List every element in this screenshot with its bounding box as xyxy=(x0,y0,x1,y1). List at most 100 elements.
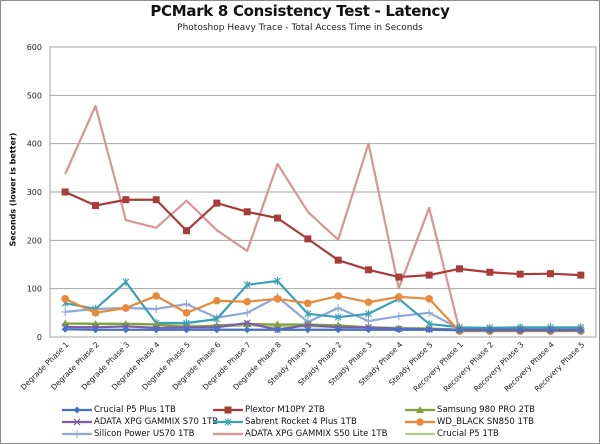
data-point xyxy=(152,304,161,313)
data-point xyxy=(334,256,342,264)
legend-label: WD_BLACK SN850 1TB xyxy=(437,417,534,427)
legend-swatch-icon xyxy=(62,418,92,426)
data-point xyxy=(243,208,251,216)
data-point xyxy=(61,307,70,316)
data-point xyxy=(183,326,190,334)
data-point xyxy=(243,319,251,327)
y-tick-label: 300 xyxy=(27,188,42,197)
legend: Crucial P5 Plus 1TB Plextor M10PY 2TB Sams… xyxy=(0,403,600,443)
legend-item: ADATA XPG GAMMIX S50 Lite 1TB xyxy=(213,428,387,440)
data-point xyxy=(122,304,130,312)
data-point xyxy=(304,299,312,307)
legend-label: Silicon Power US70 1TB xyxy=(94,429,195,439)
data-point xyxy=(243,280,251,289)
data-point xyxy=(516,270,524,278)
legend-swatch-icon xyxy=(62,430,92,438)
legend-item: Silicon Power US70 1TB xyxy=(62,428,194,440)
data-point xyxy=(334,313,342,322)
data-point xyxy=(425,295,433,303)
data-point xyxy=(425,271,433,279)
series-crucial-p5-plus-1tb xyxy=(61,325,585,334)
data-point xyxy=(122,196,130,204)
legend-swatch-icon xyxy=(62,406,92,414)
data-point xyxy=(122,277,130,286)
chart-subtitle: Photoshop Heavy Trace - Total Access Tim… xyxy=(177,23,423,33)
y-tick-label: 0 xyxy=(37,333,42,342)
data-point xyxy=(577,271,585,279)
data-point xyxy=(273,320,282,328)
y-tick-label: 400 xyxy=(27,140,42,149)
chart-title: PCMark 8 Consistency Test - Latency xyxy=(150,2,450,20)
legend-label: ADATA XPG GAMMIX S70 1TB xyxy=(94,417,219,427)
data-point xyxy=(182,309,191,317)
data-point xyxy=(547,270,554,278)
data-point xyxy=(416,418,424,426)
data-point xyxy=(73,430,81,438)
legend-item: WD_BLACK SN850 1TB xyxy=(405,416,534,428)
data-point xyxy=(152,196,160,204)
legend-item: Crucial P5 1TB xyxy=(405,428,499,440)
legend-label: Samsung 980 PRO 2TB xyxy=(437,405,535,415)
legend-label: Crucial P5 Plus 1TB xyxy=(94,405,176,415)
data-point xyxy=(334,292,342,300)
legend-swatch-icon xyxy=(213,432,243,436)
data-point xyxy=(274,326,281,334)
data-point xyxy=(243,326,251,334)
data-point xyxy=(182,300,191,309)
legend-item: Sabrent Rocket 4 Plus 1TB xyxy=(213,416,357,428)
legend-label: Crucial P5 1TB xyxy=(437,429,499,439)
data-point xyxy=(516,326,524,334)
legend-label: ADATA XPG GAMMIX S50 Lite 1TB xyxy=(245,429,388,439)
legend-item: Crucial P5 Plus 1TB xyxy=(62,404,176,416)
series-line xyxy=(64,104,581,332)
data-point xyxy=(456,265,463,273)
data-point xyxy=(486,268,494,276)
legend-swatch-icon xyxy=(405,418,435,426)
data-point xyxy=(61,295,69,303)
data-point xyxy=(213,199,221,207)
data-point xyxy=(304,326,312,334)
data-point xyxy=(365,309,372,318)
data-point xyxy=(91,309,100,317)
y-tick-label: 500 xyxy=(27,91,42,100)
data-point xyxy=(152,326,160,334)
data-point xyxy=(395,273,403,281)
legend-swatch-icon xyxy=(405,406,435,413)
data-point xyxy=(364,298,373,307)
data-point xyxy=(61,188,69,196)
data-point xyxy=(274,276,281,285)
data-point xyxy=(224,406,232,414)
data-point xyxy=(274,214,281,222)
legend-label: Sabrent Rocket 4 Plus 1TB xyxy=(245,417,357,427)
legend-swatch-icon xyxy=(405,432,435,436)
data-point xyxy=(425,326,433,334)
data-point xyxy=(425,308,434,317)
data-point xyxy=(273,295,282,303)
data-point xyxy=(92,326,99,334)
data-point xyxy=(334,326,342,334)
legend-label: Plextor M10PY 2TB xyxy=(245,405,325,415)
legend-swatch-icon xyxy=(213,406,243,414)
data-point xyxy=(304,235,312,243)
data-point xyxy=(365,326,372,334)
data-point xyxy=(365,266,372,274)
data-point xyxy=(224,418,232,426)
data-point xyxy=(395,326,403,334)
y-tick-label: 200 xyxy=(27,236,42,245)
data-point xyxy=(73,406,81,414)
data-point xyxy=(416,406,424,413)
data-point xyxy=(304,321,312,329)
legend-item: Samsung 980 PRO 2TB xyxy=(405,404,535,416)
y-tick-label: 600 xyxy=(27,43,42,52)
data-point xyxy=(243,308,252,317)
data-point xyxy=(334,304,343,312)
data-point xyxy=(304,309,312,318)
data-point xyxy=(213,326,221,334)
data-point xyxy=(456,326,463,334)
data-point xyxy=(73,418,81,426)
series-adata-xpg-gammix-s50-lite-1tb xyxy=(64,104,581,332)
data-point xyxy=(92,202,99,210)
series-plextor-m10py-2tb xyxy=(61,188,585,281)
